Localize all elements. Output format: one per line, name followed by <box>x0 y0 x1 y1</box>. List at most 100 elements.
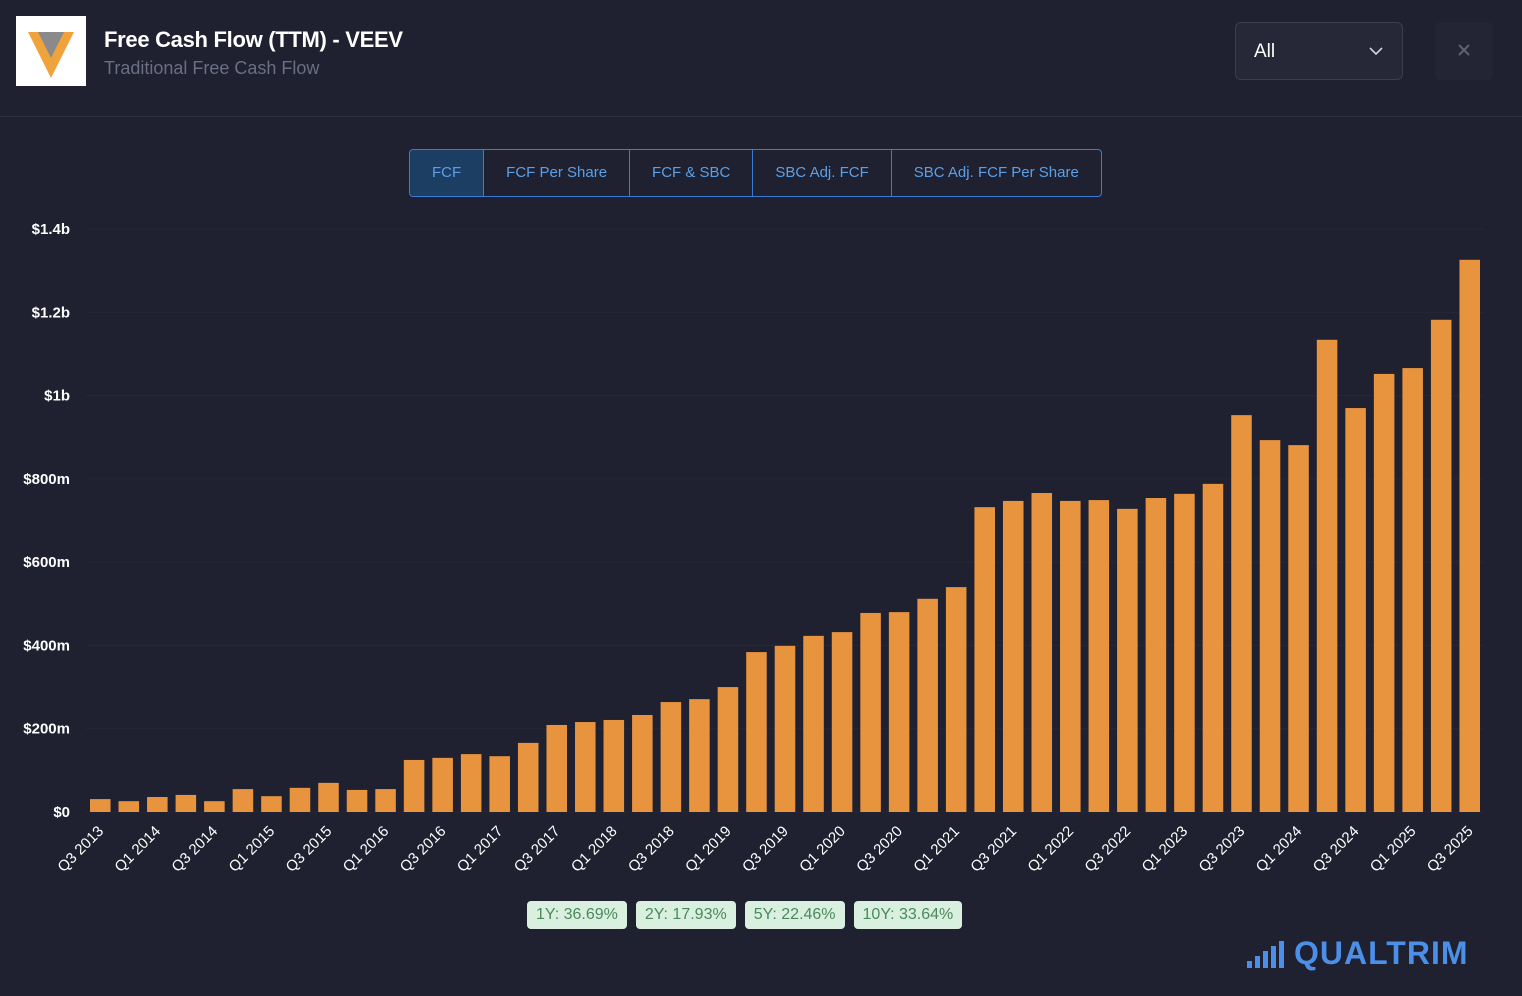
title: Free Cash Flow (TTM) - VEEV <box>104 27 403 52</box>
bar <box>118 801 140 812</box>
bar <box>1288 445 1309 812</box>
x-tick-label: Q1 2025 <box>1367 823 1420 876</box>
bar <box>517 742 539 812</box>
bar <box>204 801 225 812</box>
bar <box>375 789 396 812</box>
bar <box>432 757 453 812</box>
x-tick-label: Q3 2025 <box>1424 823 1477 876</box>
close-icon <box>1458 44 1470 56</box>
bar <box>831 632 853 812</box>
x-tick-label: Q3 2020 <box>853 823 906 876</box>
bar <box>917 598 938 812</box>
growth-badges: 1Y: 36.69% 2Y: 17.93% 5Y: 22.46% 10Y: 33.64… <box>527 901 963 929</box>
y-tick-label: $600m <box>23 554 70 571</box>
growth-badge: 1Y: 36.69% <box>527 901 627 929</box>
bar <box>1002 500 1024 812</box>
logo-mark <box>28 32 74 78</box>
x-tick-label: Q1 2023 <box>1139 823 1192 876</box>
bar <box>632 714 653 812</box>
bar <box>860 612 881 812</box>
bar <box>603 719 625 812</box>
y-tick-label: $800m <box>23 471 70 488</box>
bar <box>1316 339 1338 812</box>
x-tick-label: Q1 2021 <box>910 823 963 876</box>
x-tick-label: Q3 2017 <box>511 823 564 876</box>
x-tick-label: Q1 2018 <box>568 823 621 876</box>
bar <box>1402 368 1423 812</box>
bar <box>1345 408 1366 812</box>
bar <box>1430 319 1452 812</box>
close-button[interactable] <box>1435 22 1493 80</box>
tab[interactable]: FCF & SBC <box>629 150 752 196</box>
range-dropdown[interactable]: All <box>1235 22 1403 80</box>
bar <box>1060 500 1081 812</box>
bar <box>660 702 682 812</box>
x-tick-label: Q3 2024 <box>1310 823 1363 876</box>
brand-icon <box>1247 941 1284 968</box>
growth-badge: 2Y: 17.93% <box>635 901 736 929</box>
x-tick-label: Q3 2015 <box>283 823 336 876</box>
x-tick-label: Q3 2021 <box>967 823 1020 876</box>
x-tick-label: Q1 2016 <box>340 823 393 876</box>
bar <box>945 587 967 812</box>
bar <box>1373 373 1395 812</box>
y-tick-label: $1b <box>44 388 70 405</box>
x-tick-label: Q3 2019 <box>739 823 792 876</box>
growth-badge: 5Y: 22.46% <box>744 901 845 929</box>
bar <box>1259 440 1281 812</box>
chevron <box>1369 47 1383 56</box>
bar <box>575 722 596 812</box>
x-tick-label: Q1 2020 <box>796 823 849 876</box>
x-tick-label: Q1 2024 <box>1253 823 1306 876</box>
growth-badge: 10Y: 33.64% <box>853 901 963 929</box>
y-tick-label: $200m <box>23 721 70 738</box>
header: Free Cash Flow (TTM) - VEEV Traditional … <box>0 0 1522 117</box>
bar <box>689 699 710 812</box>
bar <box>1145 498 1167 812</box>
x-tick-label: Q1 2014 <box>111 823 164 876</box>
y-tick-label: $1.4b <box>32 221 70 238</box>
bar <box>1174 493 1195 812</box>
x-tick-label: Q3 2022 <box>1081 823 1134 876</box>
x-tick-label: Q3 2018 <box>625 823 678 876</box>
bar <box>318 782 339 812</box>
bar <box>803 635 824 812</box>
bar <box>89 799 111 812</box>
bar <box>147 797 168 812</box>
brand: QUALTRIM <box>1294 935 1469 971</box>
bar <box>888 612 910 812</box>
bar <box>460 754 482 812</box>
tab-group: FCF FCF Per Share FCF & SBC SBC Adj. FCF SBC… <box>409 149 1102 197</box>
bar <box>261 796 282 812</box>
bar <box>346 789 368 812</box>
subtitle: Traditional Free Cash Flow <box>104 58 320 78</box>
tab[interactable]: FCF <box>410 150 484 196</box>
range-value: All <box>1254 41 1276 62</box>
bar <box>175 794 197 812</box>
tab[interactable]: FCF Per Share <box>483 150 629 196</box>
bar <box>746 652 767 812</box>
x-tick-label: Q3 2023 <box>1196 823 1249 876</box>
logo <box>16 16 86 86</box>
x-tick-label: Q1 2022 <box>1024 823 1077 876</box>
tab[interactable]: SBC Adj. FCF <box>752 150 890 196</box>
x-tick-label: Q3 2016 <box>397 823 450 876</box>
bar <box>1031 493 1053 812</box>
bar <box>289 787 311 812</box>
bar <box>546 724 568 812</box>
y-tick-label: $400m <box>23 637 70 654</box>
x-tick-label: Q1 2015 <box>226 823 279 876</box>
x-tick-label: Q1 2019 <box>682 823 735 876</box>
bar <box>1459 259 1481 813</box>
bar <box>403 759 425 812</box>
bar <box>232 789 254 812</box>
x-tick-label: Q3 2014 <box>169 823 222 876</box>
y-tick-label: $0 <box>53 804 70 821</box>
x-tick-label: Q3 2013 <box>54 823 107 876</box>
tab[interactable]: SBC Adj. FCF Per Share <box>890 150 1101 196</box>
bar <box>1202 483 1224 812</box>
bar <box>974 507 995 812</box>
bar <box>1117 508 1138 812</box>
bar <box>717 687 739 812</box>
